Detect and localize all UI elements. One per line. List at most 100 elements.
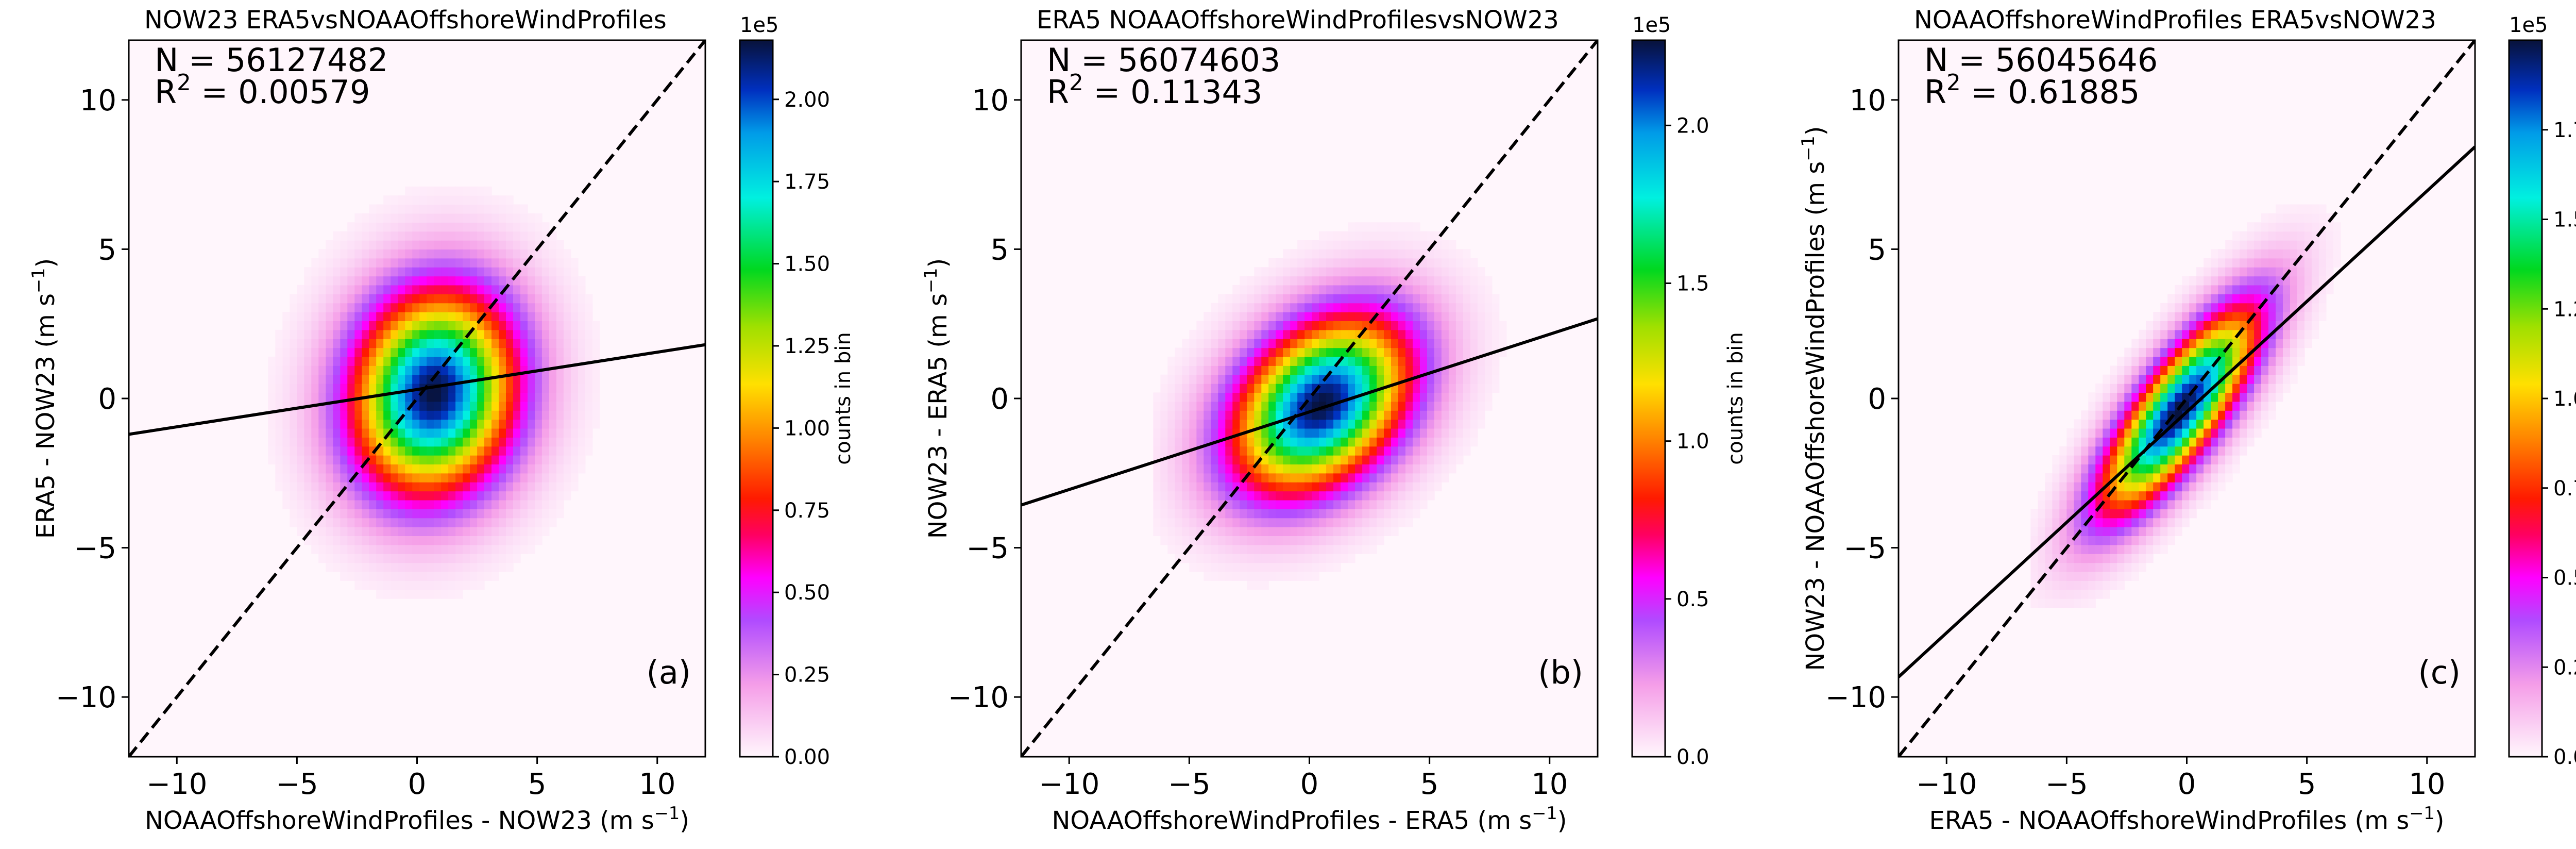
heatmap-cell: [2283, 213, 2291, 223]
heatmap-cell: [2088, 420, 2096, 429]
heatmap-cell: [304, 375, 312, 384]
heatmap-cell: [1204, 563, 1211, 572]
heatmap-cell: [2117, 572, 2125, 581]
heatmap-cell: [1225, 455, 1233, 464]
heatmap-cell: [1232, 402, 1240, 411]
heatmap-cell: [1326, 536, 1334, 545]
heatmap-cell: [2167, 330, 2175, 339]
heatmap-cell: [1196, 482, 1204, 491]
heatmap-cell: [1225, 518, 1233, 527]
heatmap-cell: [412, 491, 420, 501]
heatmap-cell: [434, 249, 442, 258]
heatmap-cell: [311, 536, 319, 545]
heatmap-cell: [1218, 330, 1226, 339]
heatmap-cell: [1175, 384, 1182, 393]
heatmap-cell: [1348, 491, 1355, 501]
heatmap-cell: [419, 205, 427, 214]
heatmap-cell: [1449, 330, 1456, 339]
heatmap-cell: [455, 222, 463, 231]
panel-letter: (c): [2418, 654, 2461, 691]
heatmap-cell: [1167, 357, 1175, 366]
heatmap-cell: [1247, 482, 1255, 491]
heatmap-cell: [333, 536, 341, 545]
heatmap-cell: [477, 249, 485, 258]
heatmap-cell: [362, 428, 369, 438]
heatmap-cell: [318, 339, 326, 348]
heatmap-cell: [434, 303, 442, 312]
heatmap-cell: [455, 187, 463, 196]
heatmap-cell: [434, 276, 442, 286]
heatmap-cell: [506, 303, 514, 312]
heatmap-cell: [434, 491, 442, 501]
heatmap-cell: [2225, 294, 2233, 303]
heatmap-cell: [2081, 590, 2089, 599]
heatmap-cell: [2117, 428, 2125, 438]
heatmap-cell: [427, 482, 434, 491]
heatmap-cell: [470, 580, 478, 590]
heatmap-cell: [2139, 420, 2146, 429]
heatmap-cell: [492, 446, 499, 456]
heatmap-cell: [506, 473, 514, 482]
heatmap-cell: [1312, 339, 1319, 348]
heatmap-cell: [520, 518, 528, 527]
heatmap-cell: [1247, 437, 1255, 446]
heatmap-cell: [2283, 222, 2291, 231]
heatmap-cell: [419, 213, 427, 223]
heatmap-cell: [1290, 375, 1298, 384]
heatmap-cell: [340, 258, 348, 268]
heatmap-cell: [2268, 375, 2276, 384]
heatmap-cell: [2175, 330, 2182, 339]
heatmap-cell: [2153, 402, 2161, 411]
heatmap-cell: [391, 348, 398, 357]
heatmap-cell: [470, 482, 478, 491]
heatmap-cell: [1297, 437, 1305, 446]
heatmap-cell: [2139, 392, 2146, 402]
heatmap-cell: [2225, 303, 2233, 312]
heatmap-cell: [405, 365, 413, 375]
heatmap-cell: [2066, 428, 2074, 438]
heatmap-cell: [2204, 437, 2211, 446]
heatmap-cell: [535, 482, 543, 491]
heatmap-cell: [354, 294, 362, 303]
heatmap-cell: [412, 365, 420, 375]
heatmap-cell: [585, 348, 593, 357]
heatmap-cell: [1160, 402, 1168, 411]
heatmap-cell: [2074, 563, 2081, 572]
heatmap-cell: [2124, 348, 2132, 357]
heatmap-cell: [549, 330, 557, 339]
heatmap-cell: [1304, 509, 1312, 518]
heatmap-cell: [1492, 330, 1500, 339]
heatmap-cell: [528, 312, 535, 321]
heatmap-cell: [1362, 464, 1370, 473]
heatmap-cell: [2290, 357, 2298, 366]
heatmap-cell: [2218, 437, 2226, 446]
heatmap-cell: [1434, 437, 1442, 446]
heatmap-cell: [499, 330, 506, 339]
heatmap-cell: [1283, 455, 1291, 464]
heatmap-cell: [492, 482, 499, 491]
heatmap-cell: [1182, 428, 1190, 438]
heatmap-cell: [2196, 348, 2204, 357]
heatmap-cell: [2182, 285, 2190, 294]
heatmap-cell: [434, 240, 442, 249]
heatmap-cell: [2045, 509, 2053, 518]
heatmap-cell: [391, 509, 398, 518]
heatmap-cell: [1304, 572, 1312, 581]
heatmap-cell: [1442, 410, 1449, 420]
heatmap-cell: [448, 303, 456, 312]
heatmap-cell: [455, 205, 463, 214]
heatmap-cell: [2247, 276, 2255, 286]
heatmap-cell: [1225, 375, 1233, 384]
heatmap-cell: [419, 518, 427, 527]
heatmap-cell: [2103, 455, 2110, 464]
heatmap-cell: [1225, 330, 1233, 339]
heatmap-cell: [1413, 240, 1420, 249]
heatmap-cell: [1333, 554, 1341, 563]
heatmap-cell: [1405, 392, 1413, 402]
heatmap-cell: [1261, 428, 1269, 438]
heatmap-cell: [1189, 455, 1197, 464]
heatmap-cell: [1182, 554, 1190, 563]
heatmap-cell: [1204, 482, 1211, 491]
heatmap-cell: [564, 491, 571, 501]
heatmap-cell: [1362, 303, 1370, 312]
